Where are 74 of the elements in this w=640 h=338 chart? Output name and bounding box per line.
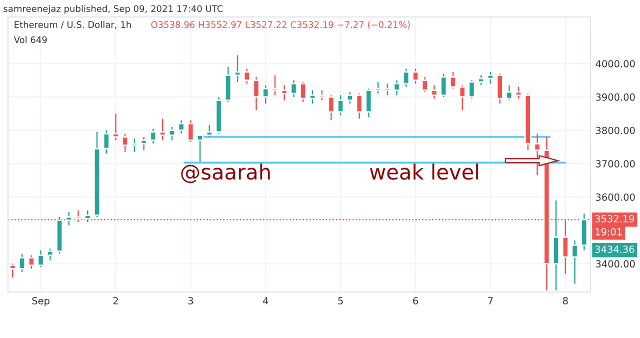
annotation: O3538.96 H3552.97 L3527.22 C3532.19 −7.27 (−0.21%) — [151, 21, 410, 30]
y-tick-label: 3800.00 — [596, 126, 635, 134]
candlestick — [365, 88, 372, 118]
candlestick — [468, 80, 476, 100]
candlestick — [187, 120, 194, 143]
candlestick — [112, 112, 120, 141]
candlestick — [271, 74, 279, 96]
candlestick — [18, 253, 26, 273]
candlestick — [206, 124, 213, 138]
annotation: Vol 649 — [14, 36, 47, 44]
candlestick — [356, 92, 363, 120]
candlestick — [384, 82, 391, 96]
candlestick — [9, 263, 16, 278]
candlestick — [458, 84, 466, 111]
candlestick — [168, 126, 176, 141]
candlestick — [243, 68, 250, 84]
x-tick-label: 2 — [113, 297, 118, 304]
y-tick-label: 3700.00 — [596, 160, 635, 168]
candlestick — [374, 81, 382, 94]
candlestick — [262, 84, 270, 104]
candlestick — [449, 71, 457, 90]
candlestick — [140, 136, 148, 151]
x-tick-label: 3 — [188, 297, 193, 304]
candlestick — [430, 84, 438, 100]
candlestick — [159, 118, 166, 141]
candlestick — [421, 76, 428, 93]
candlestick — [308, 90, 316, 104]
x-tick-label: 6 — [413, 297, 418, 304]
candlestick — [393, 80, 400, 96]
candlestick — [346, 91, 354, 104]
annotation: @saarah — [181, 164, 270, 184]
candlestick — [84, 210, 92, 223]
candlestick — [412, 68, 420, 84]
x-tick-label: 7 — [488, 297, 493, 304]
candlestick — [37, 250, 44, 268]
candlestick — [65, 211, 72, 226]
text: 3434.36 — [595, 246, 634, 253]
candlestick — [571, 240, 578, 284]
candlestick — [328, 94, 335, 121]
y-tick-label: 3400.00 — [596, 260, 635, 268]
x-tick-label: 8 — [562, 297, 568, 304]
candlestick — [102, 130, 110, 154]
candlestick — [252, 76, 260, 111]
ref-line-label: 3532.19 — [595, 215, 634, 222]
candlestick — [178, 120, 185, 134]
candlestick — [300, 81, 307, 103]
candlestick — [150, 128, 157, 144]
candlestick — [318, 90, 326, 101]
candlestick — [337, 94, 344, 116]
candlestick — [46, 248, 54, 261]
x-tick-label: Sep — [32, 297, 50, 306]
chart-subtitle: samreenejaz published, Sep 09, 2021 17:40 UTC — [4, 5, 223, 14]
candlestick — [478, 74, 485, 86]
chart-title: Ethereum / U.S. Dollar, 1h — [14, 21, 131, 29]
candlestick — [234, 54, 242, 83]
candlestick — [28, 254, 35, 270]
candlestick — [486, 71, 494, 84]
annotation: weak level — [370, 164, 478, 180]
candlestick — [496, 72, 504, 104]
x-tick-label: 4 — [263, 297, 268, 304]
candlestick — [280, 84, 288, 101]
y-tick-label: 3600.00 — [596, 193, 635, 201]
candlestick — [290, 80, 298, 98]
y-tick-label: 4000.00 — [596, 60, 635, 68]
candlestick — [515, 86, 522, 100]
candlestick — [196, 134, 204, 163]
candlestick — [122, 133, 129, 153]
x-tick-label: 5 — [338, 297, 343, 304]
candlestick — [402, 68, 410, 88]
y-tick-label: 3900.00 — [596, 93, 635, 101]
text: 19:01 — [596, 228, 622, 236]
candlestick — [506, 84, 513, 101]
candlestick — [440, 72, 448, 98]
candlestick — [130, 138, 138, 153]
